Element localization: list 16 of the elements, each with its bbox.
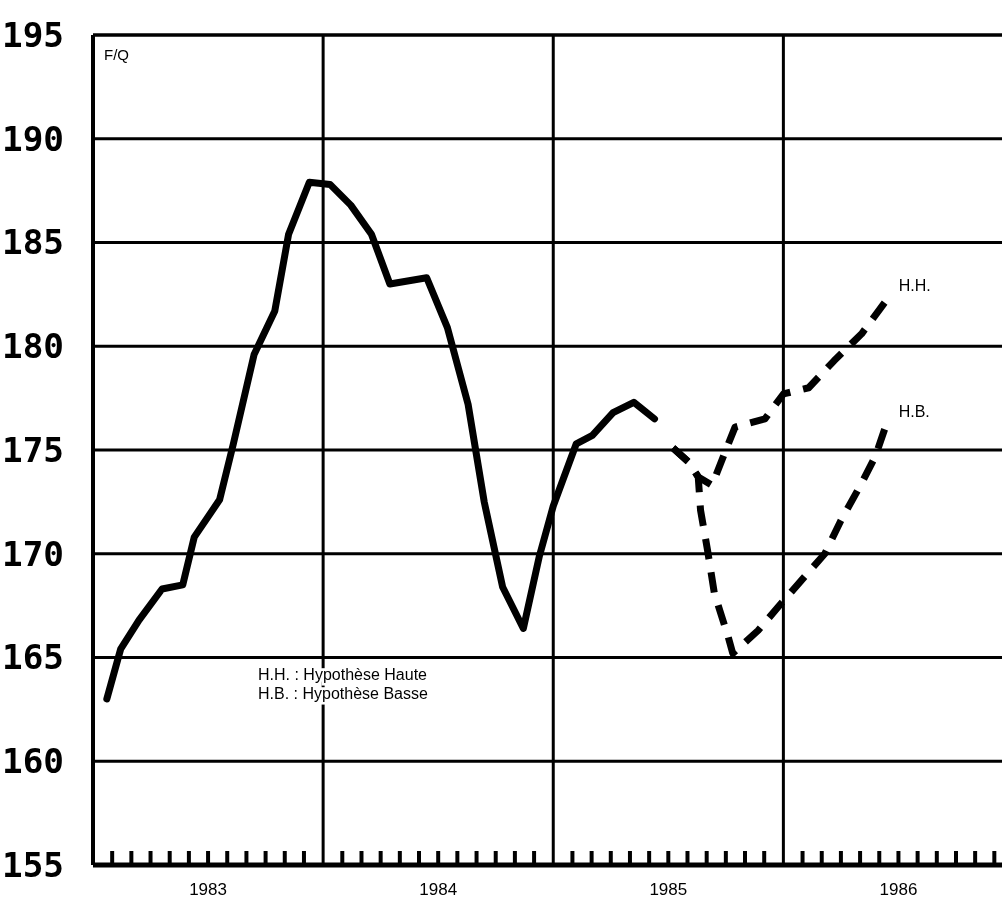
annotation: F/Q bbox=[104, 46, 129, 63]
y-tick-label: 180 bbox=[2, 327, 64, 367]
y-tick-label: 155 bbox=[2, 845, 64, 885]
y-tick-label: 165 bbox=[2, 638, 64, 678]
y-tick-label: 160 bbox=[2, 742, 64, 782]
y-tick-label: 170 bbox=[2, 534, 64, 574]
x-tick-label: 1984 bbox=[419, 880, 458, 899]
series-label: H.B. bbox=[898, 403, 930, 421]
x-tick-label: 1986 bbox=[879, 880, 918, 899]
x-tick-label: 1983 bbox=[189, 880, 227, 899]
x-tick-label: 1985 bbox=[649, 880, 688, 899]
y-tick-label: 195 bbox=[2, 15, 64, 55]
series-label: H.H. bbox=[898, 276, 931, 294]
y-tick-label: 190 bbox=[2, 119, 64, 159]
y-tick-label: 185 bbox=[2, 223, 64, 263]
y-tick-label: 175 bbox=[2, 430, 64, 470]
